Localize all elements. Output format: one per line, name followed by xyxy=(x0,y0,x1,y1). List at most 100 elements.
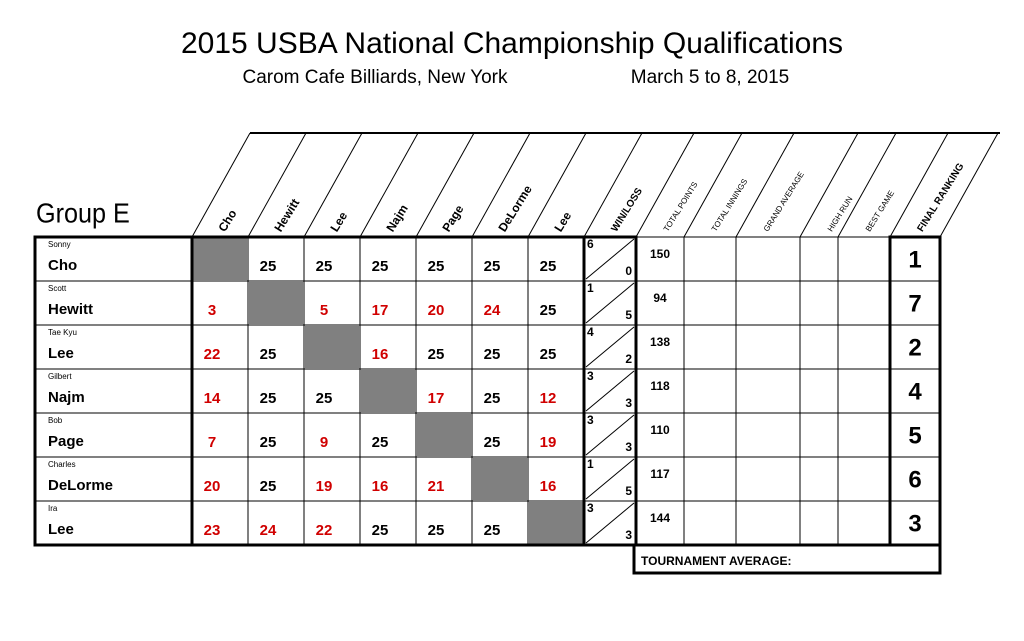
losses: 0 xyxy=(625,264,632,278)
score: 14 xyxy=(204,390,221,407)
score: 16 xyxy=(540,478,557,495)
score: 25 xyxy=(484,346,501,363)
cell xyxy=(303,280,361,326)
win-loss-slash xyxy=(585,238,635,280)
header-slant xyxy=(583,132,643,238)
score: 25 xyxy=(484,434,501,451)
total-points: 94 xyxy=(653,291,667,305)
self-cell xyxy=(473,458,527,500)
header-slant xyxy=(527,132,587,238)
score: 16 xyxy=(372,346,389,363)
cell xyxy=(799,280,839,326)
score: 19 xyxy=(540,434,557,451)
first-name: Tae Kyu xyxy=(48,328,77,337)
last-name: Hewitt xyxy=(48,301,93,318)
header-slant xyxy=(191,132,251,238)
rank: 5 xyxy=(908,422,921,449)
first-name: Ira xyxy=(48,504,58,513)
tournament-average-label: TOURNAMENT AVERAGE: xyxy=(641,554,791,568)
win-loss-slash xyxy=(585,458,635,500)
column-header: FINAL RANKING xyxy=(915,161,966,234)
score: 25 xyxy=(372,258,389,275)
wins: 1 xyxy=(587,457,594,471)
cell xyxy=(735,280,801,326)
cell xyxy=(683,236,737,282)
score: 25 xyxy=(316,390,333,407)
wins: 6 xyxy=(587,237,594,251)
cell xyxy=(799,368,839,414)
column-header: TOTAL POINTS xyxy=(662,180,700,233)
cell xyxy=(683,368,737,414)
first-name: Sonny xyxy=(48,240,71,249)
win-loss-slash xyxy=(585,282,635,324)
header-slant xyxy=(889,132,949,238)
cell xyxy=(837,456,891,502)
header-slant xyxy=(635,132,695,238)
column-header: Lee xyxy=(551,209,574,234)
self-cell xyxy=(529,502,583,544)
header-slant xyxy=(799,132,859,238)
first-name: Scott xyxy=(48,284,67,293)
last-name: Lee xyxy=(48,521,74,538)
score: 25 xyxy=(428,346,445,363)
group-label: Group E xyxy=(36,197,130,229)
column-header: TOTAL INNINGS xyxy=(710,177,750,233)
score: 25 xyxy=(260,434,277,451)
last-name: Cho xyxy=(48,257,77,274)
score: 21 xyxy=(428,478,445,495)
column-header: Cho xyxy=(215,207,239,234)
self-cell xyxy=(361,370,415,412)
total-points: 144 xyxy=(650,511,670,525)
losses: 5 xyxy=(625,308,632,322)
header-slant xyxy=(415,132,475,238)
cell xyxy=(799,500,839,546)
wins: 3 xyxy=(587,413,594,427)
cell xyxy=(735,456,801,502)
total-points: 150 xyxy=(650,247,670,261)
cell xyxy=(683,456,737,502)
score: 9 xyxy=(320,434,328,451)
cell xyxy=(735,368,801,414)
cell xyxy=(735,500,801,546)
cell xyxy=(683,280,737,326)
score: 22 xyxy=(204,346,221,363)
header-slant xyxy=(683,132,743,238)
first-name: Charles xyxy=(48,460,76,469)
cell xyxy=(683,412,737,458)
last-name: DeLorme xyxy=(48,477,113,494)
score: 25 xyxy=(260,346,277,363)
cell xyxy=(837,412,891,458)
cell xyxy=(799,456,839,502)
cell xyxy=(837,368,891,414)
wins: 4 xyxy=(587,325,594,339)
win-loss-slash xyxy=(585,414,635,456)
win-loss-slash xyxy=(585,502,635,544)
score: 16 xyxy=(372,478,389,495)
score: 7 xyxy=(208,434,216,451)
score: 3 xyxy=(208,302,216,319)
score: 19 xyxy=(316,478,333,495)
header-slant xyxy=(837,132,897,238)
score: 25 xyxy=(260,390,277,407)
total-points: 110 xyxy=(650,423,670,437)
total-points: 117 xyxy=(650,467,670,481)
cell xyxy=(799,412,839,458)
wins: 3 xyxy=(587,369,594,383)
rank: 7 xyxy=(908,290,921,317)
self-cell xyxy=(417,414,471,456)
header-slant xyxy=(735,132,795,238)
cell xyxy=(191,280,249,326)
total-points: 138 xyxy=(650,335,670,349)
last-name: Page xyxy=(48,433,84,450)
score: 25 xyxy=(260,478,277,495)
score: 25 xyxy=(260,258,277,275)
losses: 2 xyxy=(625,352,632,366)
header-slant xyxy=(247,132,307,238)
cell xyxy=(837,236,891,282)
column-header: Lee xyxy=(327,209,350,234)
self-cell xyxy=(193,238,247,280)
border xyxy=(632,543,942,575)
rank: 3 xyxy=(908,510,921,537)
cell xyxy=(683,500,737,546)
